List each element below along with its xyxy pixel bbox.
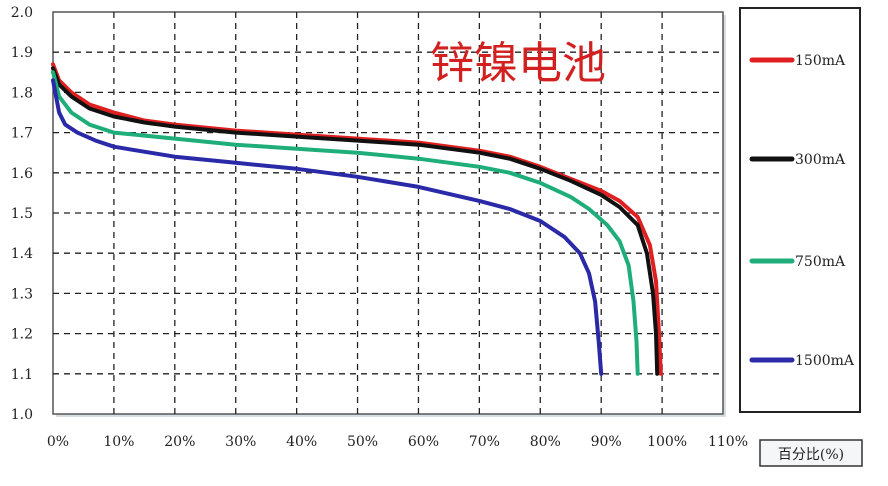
legend-label: 300mA [795, 152, 846, 168]
y-axis-ticks: 1.0 1.1 1.2 1.3 1.4 1.5 1.6 1.7 1.8 1.9 2.0 [11, 5, 33, 423]
legend-label: 150mA [795, 53, 846, 69]
x-axis-label: 百分比(%) [778, 447, 844, 463]
y-tick-label: 1.9 [11, 45, 33, 61]
x-axis-label-frame [759, 439, 863, 467]
y-tick-label: 1.3 [11, 286, 33, 302]
y-tick-label: 1.4 [11, 246, 33, 262]
series-line-1500ma [51, 78, 604, 376]
x-tick-label: 20% [164, 434, 195, 450]
series-line-300ma [51, 66, 660, 376]
x-tick-label: 60% [408, 434, 439, 450]
y-tick-label: 1.7 [11, 126, 33, 142]
x-tick-label: 100% [647, 434, 687, 450]
y-tick-label: 1.5 [11, 206, 33, 222]
series-line-150ma [51, 62, 663, 376]
x-tick-label: 70% [469, 434, 500, 450]
y-tick-label: 1.8 [11, 85, 33, 101]
legend: 150mA 300mA 750mA 1500mA [739, 7, 861, 413]
y-tick-label: 2.0 [11, 5, 33, 21]
x-tick-label: 50% [347, 434, 378, 450]
y-tick-label: 1.1 [11, 367, 33, 383]
chart-title: 锌镍电池 [430, 38, 606, 89]
x-tick-label: 10% [103, 434, 134, 450]
legend-label: 750mA [795, 254, 846, 270]
grid [53, 12, 723, 414]
x-tick-label: 110% [708, 434, 748, 450]
x-tick-label: 0% [47, 434, 69, 450]
y-tick-label: 1.6 [11, 166, 33, 182]
y-tick-label: 1.2 [11, 327, 33, 343]
x-tick-label: 90% [591, 434, 622, 450]
x-tick-label: 40% [286, 434, 317, 450]
series-line-750ma [51, 70, 640, 376]
series-lines [51, 62, 663, 376]
y-tick-label: 1.0 [11, 407, 33, 423]
legend-label: 1500mA [795, 353, 855, 369]
x-tick-label: 30% [225, 434, 256, 450]
legend-box [739, 7, 861, 413]
x-axis-label-box: 百分比(%) [759, 439, 863, 467]
x-axis-ticks: 0% 10% 20% 30% 40% 50% 60% 70% 80% 90% 100% 110% [47, 434, 748, 450]
x-tick-label: 80% [530, 434, 561, 450]
